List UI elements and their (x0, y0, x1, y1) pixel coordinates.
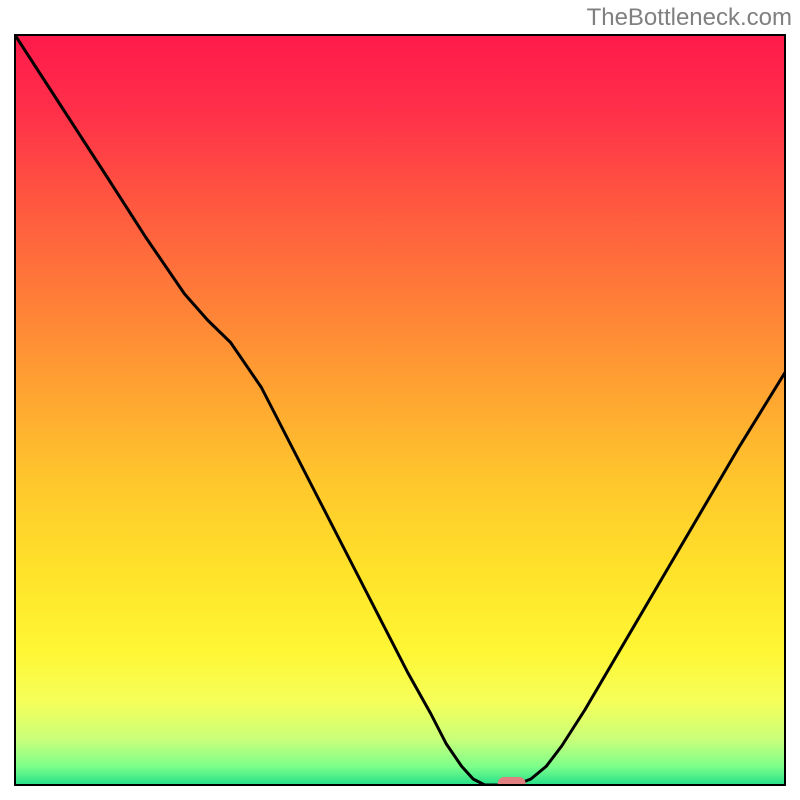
gradient-background (15, 35, 785, 785)
bottleneck-curve-chart (0, 0, 800, 800)
chart-container: TheBottleneck.com (0, 0, 800, 800)
watermark-text: TheBottleneck.com (587, 4, 792, 32)
